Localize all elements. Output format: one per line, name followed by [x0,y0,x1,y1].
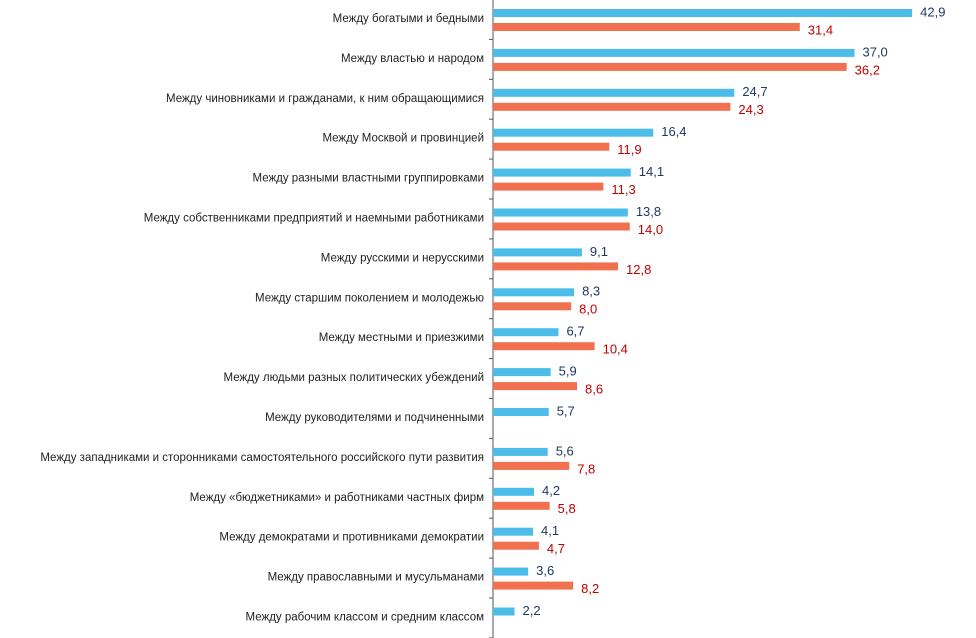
value-label: 42,9 [920,4,945,19]
bar [493,62,847,71]
category-label: Между демократами и противниками демокра… [219,532,484,544]
value-label: 5,7 [557,403,575,418]
category-label: Между властью и народом [341,53,484,65]
category-label: Между Москвой и провинцией [322,133,484,145]
bar [493,342,595,351]
bar [493,182,604,191]
bar [493,222,630,231]
value-label: 13,8 [636,204,661,219]
value-label: 36,2 [855,62,880,77]
value-label: 8,0 [579,302,597,317]
value-label: 7,8 [577,461,595,476]
bar [493,447,548,456]
category-label: Между русскими и нерусскими [321,252,484,264]
value-label: 6,7 [566,324,584,339]
value-label: 16,4 [661,124,686,139]
value-label: 4,1 [541,523,559,538]
category-label: Между местными и приезжими [319,332,484,344]
bar [493,128,654,137]
value-label: 8,2 [581,581,599,596]
value-label: 8,6 [585,382,603,397]
value-label: 2,2 [522,603,540,618]
bar [493,23,800,31]
bar [493,142,610,151]
bar [493,368,551,377]
bar [493,607,515,616]
value-label: 37,0 [862,44,887,59]
value-label: 11,3 [611,182,635,197]
bar [493,88,735,97]
value-label: 14,0 [638,222,663,237]
category-label: Между рабочим классом и средним классом [246,612,485,624]
category-label: Между руководителями и подчиненными [265,412,484,424]
category-label: Между «бюджетниками» и работниками частн… [190,492,484,504]
value-label: 10,4 [603,342,628,357]
value-label: 3,6 [536,563,554,578]
bar [493,527,534,536]
value-label: 14,1 [639,164,664,179]
value-label: 5,6 [556,443,574,458]
bar [493,288,575,297]
bar [493,581,574,590]
category-label: Между людьми разных политических убежден… [224,372,484,384]
bar [493,408,549,416]
bar [493,487,535,496]
bar [493,382,578,391]
bar [493,102,731,111]
category-label: Между западниками и сторонниками самосто… [40,452,484,464]
bar [493,302,572,311]
bar [493,248,582,257]
category-label: Между чиновниками и гражданами, к ним об… [166,93,484,105]
bar [493,567,529,576]
value-label: 24,7 [742,84,767,99]
bar [493,328,559,337]
value-label: 24,3 [738,102,763,117]
bar [493,168,631,177]
value-label: 5,9 [559,364,577,379]
bar [493,9,913,17]
bar [493,541,539,550]
value-label: 8,3 [582,284,600,299]
value-label: 11,9 [617,142,641,157]
category-label: Между старшим поколением и молодежью [255,292,484,304]
value-label: 4,2 [542,483,560,498]
bar [493,208,628,217]
bar [493,262,619,271]
bar [493,501,550,510]
category-label: Между разными властными группировками [252,173,484,185]
value-label: 31,4 [808,22,833,37]
value-label: 9,1 [590,244,608,259]
category-label: Между православными и мусульманами [268,572,484,584]
value-label: 4,7 [547,541,565,556]
value-label: 12,8 [626,262,651,277]
bar [493,461,570,470]
value-label: 5,8 [558,501,576,516]
category-label: Между богатыми и бедными [333,13,484,25]
bar [493,48,855,57]
category-label: Между собственниками предприятий и наемн… [144,213,484,225]
